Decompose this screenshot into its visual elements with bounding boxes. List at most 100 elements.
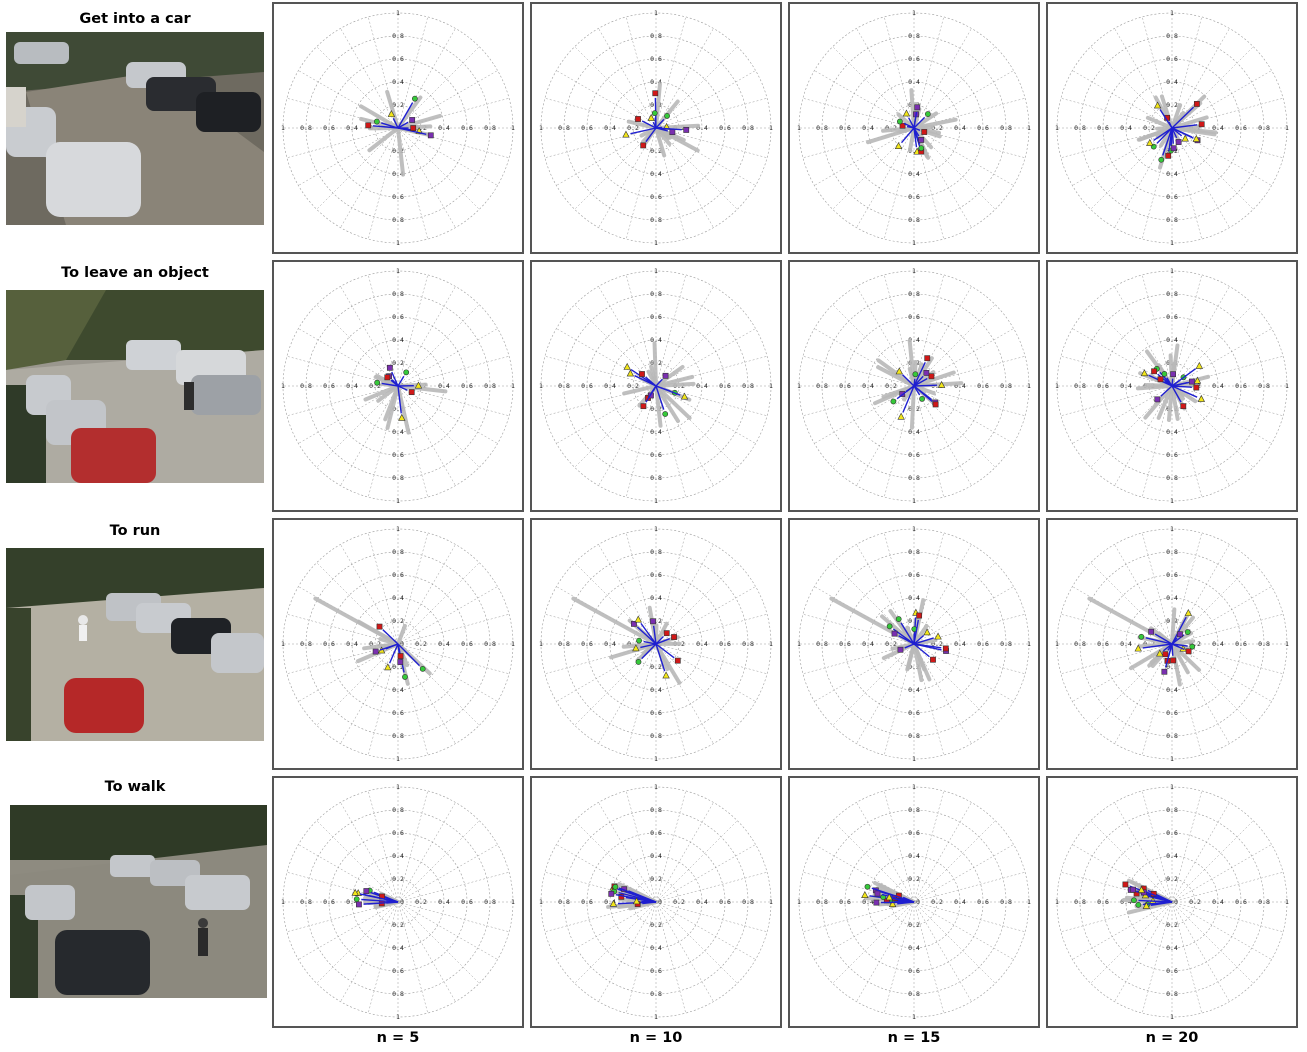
circle-marker xyxy=(420,666,425,671)
square-marker xyxy=(924,370,929,375)
polar-plot-walk-n15: 1 1 1 1 0.8 0.8 0.8 0.8 0.6 0.6 0.6 0.6 0.4 0.4 0.4 0.4… xyxy=(788,776,1040,1028)
polar-tick-label: 1 xyxy=(396,497,400,505)
polar-tick-label: 0.4 xyxy=(1166,170,1178,178)
polar-tick-label: 1 xyxy=(1027,124,1031,132)
polar-plot-walk-n20: 11110.80.80.80.80.60.60.60.60.40.40.40.4… xyxy=(1046,776,1298,1028)
polar-tick-label: 1 xyxy=(281,382,285,390)
grid-spoke xyxy=(317,128,398,209)
vector-line xyxy=(914,385,937,386)
square-marker xyxy=(898,647,903,652)
circle-marker xyxy=(919,146,924,151)
circle-marker xyxy=(1159,157,1164,162)
scene-photo-walk xyxy=(10,805,267,998)
polar-tick-label: 0.8 xyxy=(1258,898,1270,906)
circle-marker xyxy=(913,372,918,377)
grid-spoke xyxy=(398,902,479,983)
polar-tick-label: 1 xyxy=(539,640,543,648)
polar-plot-svg: 11110.80.80.80.80.60.60.60.60.40.40.40.4… xyxy=(532,778,780,1026)
circle-marker xyxy=(887,624,892,629)
grid-spoke xyxy=(341,802,399,902)
polar-tick-label: 0.8 xyxy=(742,382,754,390)
polar-tick-label: 0.2 xyxy=(885,382,897,390)
polar-plot-run-n20: 1 1 1 1 0.8 0.8 0.8 0.8 0.6 0.6 0.6 0.6 0.4 0.4 0.4 0.4… xyxy=(1046,518,1298,770)
polar-tick-label: 1 xyxy=(1285,640,1289,648)
polar-tick-label: 0.8 xyxy=(1166,990,1178,998)
polar-tick-label: 0.4 xyxy=(604,124,616,132)
polar-tick-label: 0.8 xyxy=(558,124,570,132)
polar-tick-label: 0.6 xyxy=(581,640,593,648)
polar-tick-label: 0.8 xyxy=(816,640,828,648)
square-marker xyxy=(1149,629,1154,634)
polar-tick-label: 0.2 xyxy=(650,921,662,929)
polar-tick-label: 0.2 xyxy=(673,898,685,906)
polar-plot-run-n10: 1 1 1 1 0.8 0.8 0.8 0.8 0.6 0.6 0.6 0.6 0.4 0.4 0.4 0.4… xyxy=(530,518,782,770)
polar-tick-label: 0.6 xyxy=(908,571,920,579)
polar-tick-label: 0.6 xyxy=(1166,709,1178,717)
polar-tick-label: 0.8 xyxy=(1000,640,1012,648)
polar-tick-label: 0.2 xyxy=(908,921,920,929)
grid-spoke xyxy=(914,902,1014,960)
circle-marker xyxy=(1162,371,1167,376)
square-marker xyxy=(1194,101,1199,106)
triangle-marker xyxy=(385,664,391,670)
polar-tick-label: 0.8 xyxy=(1074,382,1086,390)
polar-tick-label: 0.4 xyxy=(954,898,966,906)
polar-tick-label: 0.8 xyxy=(392,474,404,482)
grid-spoke xyxy=(1172,902,1272,960)
polar-tick-label: 1 xyxy=(912,755,916,763)
polar-plot-leave-object-n20: 1 1 1 1 0.8 0.8 0.8 0.8 0.6 0.6 0.6 0.6 0.4 0.4 0.4 0.4… xyxy=(1046,260,1298,512)
grid-spoke xyxy=(857,902,915,1002)
grid-spoke xyxy=(398,902,498,960)
grid-spoke xyxy=(1172,902,1230,1002)
grid-spoke xyxy=(317,902,398,983)
circle-marker xyxy=(1136,902,1141,907)
polar-plot-svg: 11110.80.80.80.80.60.60.60.60.40.40.40.4… xyxy=(274,262,522,510)
polar-tick-label: 0.4 xyxy=(862,640,874,648)
polar-tick-label: 0.6 xyxy=(977,124,989,132)
grid-spoke xyxy=(317,47,398,128)
polar-plot-svg: 11110.80.80.80.80.60.60.60.60.40.40.40.4… xyxy=(1048,4,1296,252)
polar-tick-label: 0.4 xyxy=(1120,640,1132,648)
polar-tick-label: 0.6 xyxy=(908,193,920,201)
polar-tick-label: 0.6 xyxy=(392,967,404,975)
polar-tick-label: 1 xyxy=(1027,640,1031,648)
grid-spoke xyxy=(1172,329,1272,387)
polar-tick-label: 0.6 xyxy=(650,571,662,579)
polar-tick-label: 1 xyxy=(912,783,916,791)
polar-tick-label: 0.4 xyxy=(696,898,708,906)
polar-tick-label: 0.2 xyxy=(650,875,662,883)
polar-tick-label: 1 xyxy=(912,525,916,533)
square-marker xyxy=(930,657,935,662)
polar-tick-label: 0.4 xyxy=(1166,78,1178,86)
grid-spoke xyxy=(1091,47,1172,128)
square-marker xyxy=(1123,882,1128,887)
square-marker xyxy=(653,91,658,96)
polar-tick-label: 0.8 xyxy=(1166,216,1178,224)
square-marker xyxy=(922,129,927,134)
polar-tick-label: 0.6 xyxy=(977,382,989,390)
polar-tick-label: 0.4 xyxy=(1166,594,1178,602)
grid-spoke xyxy=(575,902,656,983)
square-marker xyxy=(364,888,369,893)
polar-tick-label: 0.4 xyxy=(1166,428,1178,436)
polar-tick-label: 0.8 xyxy=(392,32,404,40)
circle-marker xyxy=(354,897,359,902)
grid-spoke xyxy=(656,644,737,725)
grid-spoke xyxy=(1115,386,1173,486)
polar-tick-label: 0.6 xyxy=(839,124,851,132)
polar-tick-label: 1 xyxy=(281,640,285,648)
grid-spoke xyxy=(656,802,714,902)
polar-tick-label: 0.8 xyxy=(484,382,496,390)
grid-spoke xyxy=(656,902,756,960)
grid-spoke xyxy=(656,644,756,702)
grid-spoke xyxy=(656,902,767,932)
square-marker xyxy=(917,613,922,618)
polar-tick-label: 1 xyxy=(1170,267,1174,275)
square-marker xyxy=(1158,377,1163,382)
polar-tick-label: 0.4 xyxy=(1120,382,1132,390)
polar-tick-label: 0.4 xyxy=(908,944,920,952)
polar-tick-label: 0.6 xyxy=(1166,313,1178,321)
polar-tick-label: 0.4 xyxy=(650,944,662,952)
polar-tick-label: 0.4 xyxy=(1212,898,1224,906)
polar-tick-label: 0.2 xyxy=(415,898,427,906)
